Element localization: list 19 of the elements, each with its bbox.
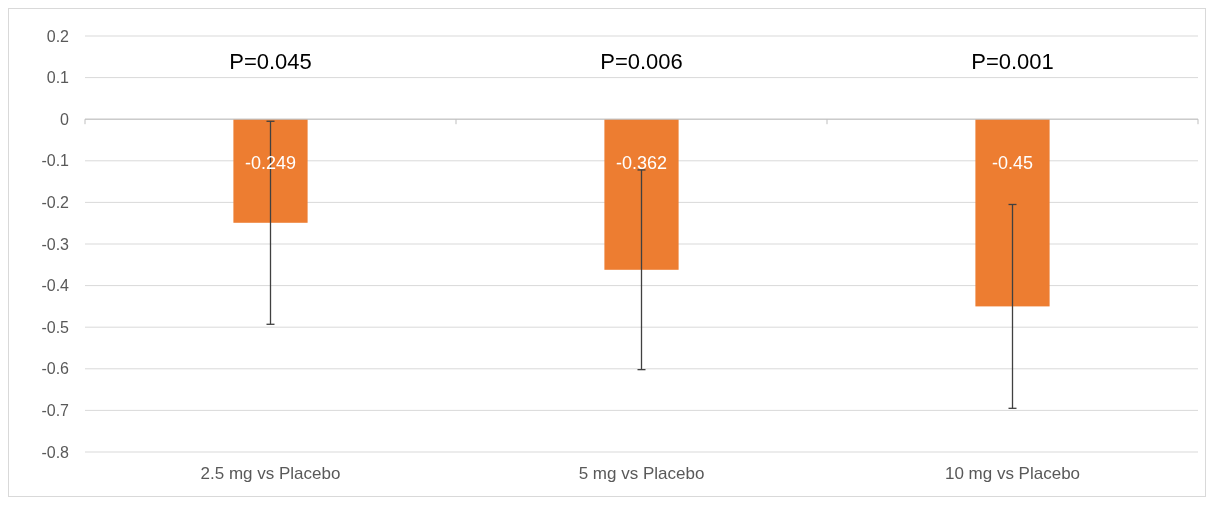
y-tick-label: -0.8	[41, 443, 70, 461]
y-tick-label: -0.7	[41, 402, 70, 419]
y-tick-label: -0.3	[41, 235, 70, 253]
x-tick-label: 2.5 mg vs Placebo	[200, 464, 341, 483]
data-label: -0.45	[991, 153, 1034, 174]
data-label: -0.362	[615, 153, 668, 174]
y-tick-label: 0	[60, 110, 70, 128]
y-tick-label: -0.5	[41, 318, 70, 336]
x-tick-label: 5 mg vs Placebo	[578, 464, 705, 483]
y-tick-label: -0.6	[41, 360, 70, 378]
y-tick-label: 0.2	[46, 27, 70, 45]
y-tick-label: -0.2	[41, 194, 70, 211]
annotation: P=0.045	[229, 48, 312, 74]
x-tick-label: 10 mg vs Placebo	[944, 464, 1081, 483]
y-tick-label: 0.1	[46, 69, 70, 87]
y-tick-label: -0.4	[41, 277, 70, 295]
annotation: P=0.006	[600, 48, 683, 74]
annotation: P=0.001	[971, 48, 1054, 74]
y-tick-label: -0.1	[41, 152, 70, 170]
